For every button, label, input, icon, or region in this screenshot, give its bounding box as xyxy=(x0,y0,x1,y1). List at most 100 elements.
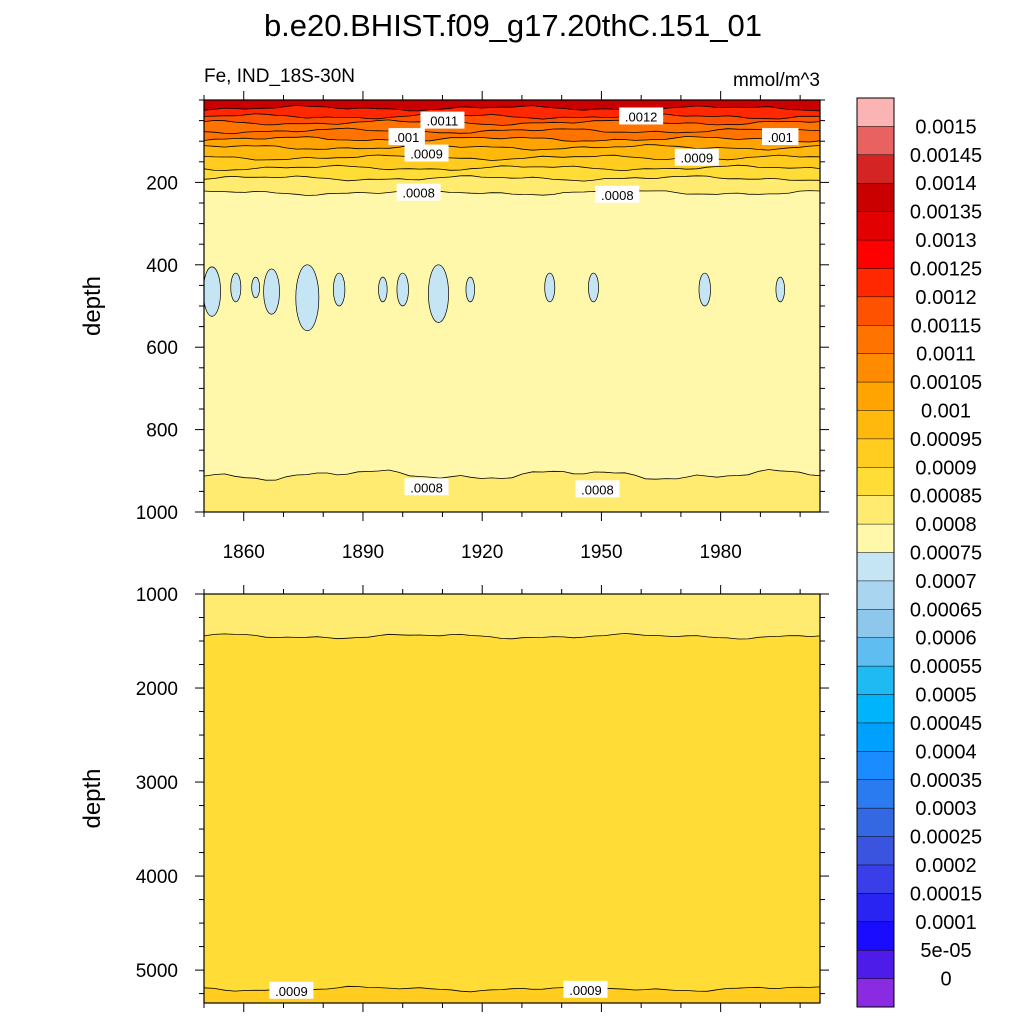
low-value-patch xyxy=(263,268,280,315)
colorbar-label: 0.0012 xyxy=(915,287,976,309)
contour-label-text: .0008 xyxy=(581,482,614,497)
contour-line xyxy=(204,189,820,196)
colorbar-label: 0.00115 xyxy=(911,315,982,337)
low-value-patch xyxy=(465,276,475,303)
contour-line xyxy=(204,104,820,112)
colorbar-swatch xyxy=(857,382,894,411)
contour-label: .0009 xyxy=(563,980,608,998)
contour-label: .0008 xyxy=(575,480,620,498)
contour-line xyxy=(204,135,820,143)
colorbar-label: 0.00025 xyxy=(910,827,982,849)
colorbar-label: 0.00055 xyxy=(910,656,982,678)
x-tick-label: 1890 xyxy=(342,542,384,563)
colorbar-swatch xyxy=(857,296,894,326)
contour-label-text: .0011 xyxy=(427,114,459,129)
contour-label-text: .0009 xyxy=(569,983,602,998)
contour-label: .0008 xyxy=(396,183,441,201)
contour-label-text: .0008 xyxy=(410,480,443,495)
y-tick-label: 1000 xyxy=(136,503,178,524)
contour-line xyxy=(204,113,820,120)
variable-label: Fe, IND_18S-30N xyxy=(204,66,355,87)
colorbar-label: 0 xyxy=(940,969,951,991)
x-tick-label: 1980 xyxy=(700,542,742,563)
contour-label-text: .001 xyxy=(394,130,419,145)
contour-label: .0008 xyxy=(404,478,449,496)
colorbar-label: 0.001 xyxy=(921,400,971,422)
contour-line xyxy=(204,144,820,151)
low-value-patch xyxy=(378,276,388,303)
contour-label: .001 xyxy=(762,128,799,146)
y-tick-label: 1000 xyxy=(136,585,178,606)
colorbar-swatch xyxy=(857,637,894,667)
colorbar-label: 0.0015 xyxy=(915,116,976,138)
low-value-patch xyxy=(251,276,261,299)
colorbar-label: 0.0006 xyxy=(915,628,976,650)
low-value-patch xyxy=(588,272,599,303)
colorbar-swatch xyxy=(857,808,894,837)
contour-label-text: .0009 xyxy=(681,151,714,166)
colorbar-swatch xyxy=(857,240,894,269)
contour-label-text: .001 xyxy=(768,130,793,145)
depth-band xyxy=(204,633,820,1003)
x-tick-label: 1950 xyxy=(580,542,622,563)
contour-label: .0009 xyxy=(674,148,719,166)
x-tick-label: 1860 xyxy=(223,542,265,563)
y-tick-label: 5000 xyxy=(136,961,178,982)
colorbar-label: 0.00065 xyxy=(910,599,982,621)
colorbar-frame xyxy=(856,97,895,1008)
colorbar-label: 5e-05 xyxy=(920,940,971,962)
colorbar-swatch xyxy=(857,98,894,127)
contour-label: .0009 xyxy=(269,981,314,999)
colorbar-swatch xyxy=(857,779,894,809)
contour-label-text: .0012 xyxy=(625,109,658,124)
contour-label-text: .0008 xyxy=(601,188,634,203)
colorbar-label: 0.0003 xyxy=(915,798,976,820)
colorbar-swatch xyxy=(857,552,894,582)
colorbar: 0.0015 0.00145 0.0014 0.00135 0.0013 0.00125 0… xyxy=(856,97,982,1008)
colorbar-label: 0.00045 xyxy=(910,713,982,735)
colorbar-label: 0.0007 xyxy=(915,571,976,593)
y-tick-label: 4000 xyxy=(136,867,178,888)
contour-line xyxy=(204,175,820,182)
colorbar-swatch xyxy=(857,467,894,497)
colorbar-swatch xyxy=(857,580,894,610)
colorbar-label: 0.0011 xyxy=(916,344,976,366)
colorbar-swatch xyxy=(857,268,894,298)
low-value-patch xyxy=(544,272,556,303)
colorbar-label: 0.0005 xyxy=(915,685,976,707)
colorbar-swatch xyxy=(857,495,894,525)
y-tick-label: 2000 xyxy=(136,679,178,700)
lower-panel: .0009 .0009 1000 2000 3000 4000 5000 depth xyxy=(79,585,829,1012)
contour-line xyxy=(204,127,820,135)
colorbar-swatch xyxy=(857,666,894,695)
contour-label: .0008 xyxy=(595,185,640,203)
low-value-patch xyxy=(396,272,409,307)
upper-panel: .0011 .0012 .001 .001 .0009 .0009 .0008 .0008 .0… xyxy=(79,91,829,563)
colorbar-label: 0.00145 xyxy=(910,145,982,167)
colorbar-swatch xyxy=(857,154,894,184)
colorbar-label: 0.00015 xyxy=(910,883,982,905)
contour-label-text: .0009 xyxy=(275,984,308,999)
colorbar-label: 0.00075 xyxy=(910,543,982,565)
y-tick-label: 600 xyxy=(146,338,178,359)
colorbar-swatch xyxy=(857,524,894,553)
colorbar-swatch xyxy=(857,921,894,951)
contour-line xyxy=(204,164,820,172)
colorbar-label: 0.0004 xyxy=(915,741,976,763)
contour-label: .0011 xyxy=(420,111,465,129)
colorbar-swatch xyxy=(857,950,894,979)
colorbar-swatch xyxy=(857,978,894,1008)
low-value-patch xyxy=(333,272,346,307)
y-tick-label: 800 xyxy=(146,421,178,442)
contour-label-text: .0009 xyxy=(410,147,443,162)
colorbar-label: 0.00105 xyxy=(910,372,982,394)
colorbar-label: 0.0001 xyxy=(915,912,976,934)
colorbar-label: 0.0008 xyxy=(915,514,976,536)
contour-line xyxy=(204,632,820,640)
chart-title: b.e20.BHIST.f09_g17.20thC.151_01 xyxy=(264,8,762,43)
plot-frame xyxy=(203,593,821,1004)
units-label: mmol/m^3 xyxy=(733,70,820,91)
colorbar-swatch xyxy=(857,183,894,213)
colorbar-swatch xyxy=(857,722,894,752)
colorbar-label: 0.00035 xyxy=(910,770,982,792)
